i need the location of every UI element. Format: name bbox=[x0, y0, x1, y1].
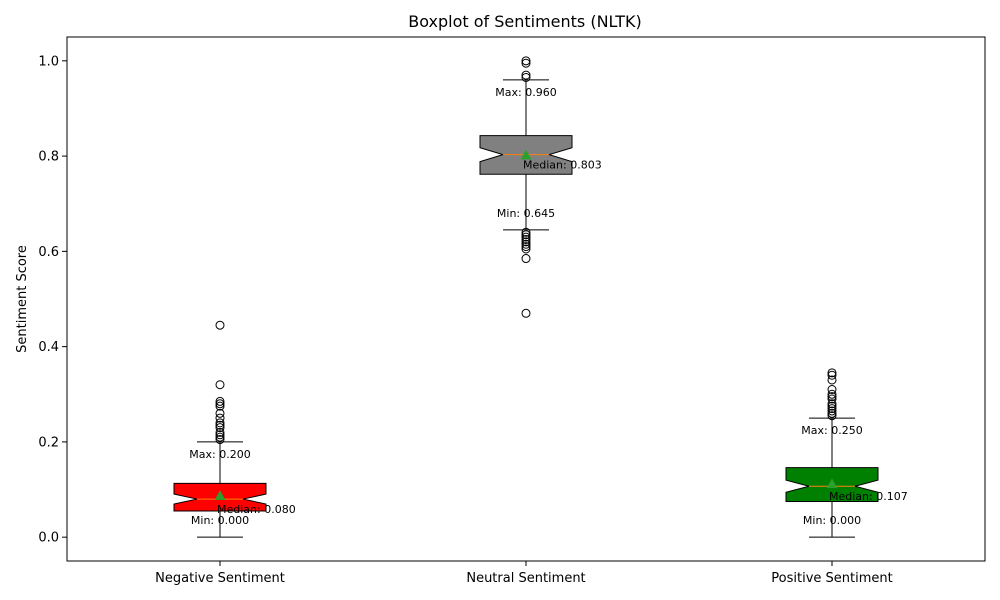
y-axis: 0.0 0.2 0.4 0.6 0.8 1.0 bbox=[38, 54, 67, 546]
outlier-point bbox=[827, 404, 837, 414]
outlier-point bbox=[827, 406, 837, 416]
x-tick-label: Positive Sentiment bbox=[771, 571, 892, 586]
mean-marker bbox=[520, 149, 532, 160]
outlier-point bbox=[521, 308, 531, 318]
outlier-point bbox=[215, 435, 225, 445]
outlier-point bbox=[521, 56, 531, 66]
min-annotation: Min: 0.000 bbox=[191, 514, 249, 527]
max-annotation: Max: 0.250 bbox=[801, 424, 862, 437]
outlier-point bbox=[521, 232, 531, 242]
outlier-point bbox=[521, 58, 531, 68]
outlier-point bbox=[215, 418, 225, 428]
min-annotation: Min: 0.000 bbox=[803, 514, 861, 527]
y-tick-label: 0.6 bbox=[38, 245, 59, 260]
outlier-point bbox=[827, 401, 837, 411]
mean-marker bbox=[214, 490, 226, 500]
outlier-point bbox=[827, 411, 837, 421]
x-axis: Negative Sentiment Neutral Sentiment Posit… bbox=[155, 561, 893, 586]
outlier-point bbox=[215, 396, 225, 406]
chart-title: Boxplot of Sentiments (NLTK) bbox=[408, 12, 642, 31]
outlier-point bbox=[215, 427, 225, 437]
outlier-point bbox=[827, 375, 837, 385]
outlier-point bbox=[827, 392, 837, 402]
max-annotation: Max: 0.200 bbox=[189, 448, 250, 461]
x-tick-label: Neutral Sentiment bbox=[466, 571, 585, 586]
y-tick-label: 0.8 bbox=[38, 150, 59, 165]
y-tick-label: 1.0 bbox=[38, 54, 59, 69]
median-annotation: Median: 0.080 bbox=[217, 503, 296, 516]
outlier-point bbox=[521, 237, 531, 247]
outlier-point bbox=[521, 244, 531, 254]
outlier-point bbox=[827, 399, 837, 409]
outlier-point bbox=[215, 320, 225, 330]
outlier-point bbox=[215, 401, 225, 411]
outlier-point bbox=[827, 368, 837, 378]
outlier-point bbox=[521, 239, 531, 249]
y-tick-label: 0.4 bbox=[38, 340, 59, 355]
x-tick-label: Negative Sentiment bbox=[155, 571, 285, 586]
outlier-point bbox=[215, 413, 225, 423]
max-annotation: Max: 0.960 bbox=[495, 86, 556, 99]
outlier-point bbox=[827, 370, 837, 380]
outlier-point bbox=[521, 72, 531, 82]
outlier-point bbox=[215, 423, 225, 433]
outlier-point bbox=[215, 399, 225, 409]
outlier-point bbox=[215, 380, 225, 390]
outlier-point bbox=[521, 254, 531, 264]
outlier-point bbox=[215, 420, 225, 430]
mean-marker bbox=[826, 478, 838, 489]
outlier-point bbox=[521, 234, 531, 244]
median-annotation: Median: 0.107 bbox=[829, 490, 908, 503]
y-axis-label: Sentiment Score bbox=[15, 245, 30, 353]
y-tick-label: 0.2 bbox=[38, 435, 59, 450]
outlier-point bbox=[827, 389, 837, 399]
box-group-positive-sentiment: Max: 0.250 Median: 0.107 Min: 0.000 bbox=[785, 368, 908, 538]
outlier-point bbox=[521, 230, 531, 240]
outlier-point bbox=[521, 227, 531, 237]
min-annotation: Min: 0.645 bbox=[497, 207, 555, 220]
outlier-point bbox=[827, 385, 837, 395]
outlier-point bbox=[215, 430, 225, 440]
outlier-point bbox=[827, 408, 837, 418]
median-annotation: Median: 0.803 bbox=[523, 159, 602, 172]
outlier-point bbox=[215, 432, 225, 442]
outlier-point bbox=[521, 70, 531, 80]
outlier-point bbox=[521, 242, 531, 252]
box-group-neutral-sentiment: Max: 0.960 Median: 0.803 Min: 0.645 bbox=[479, 56, 602, 318]
outlier-point bbox=[215, 408, 225, 418]
outlier-point bbox=[827, 394, 837, 404]
y-tick-label: 0.0 bbox=[38, 531, 59, 546]
